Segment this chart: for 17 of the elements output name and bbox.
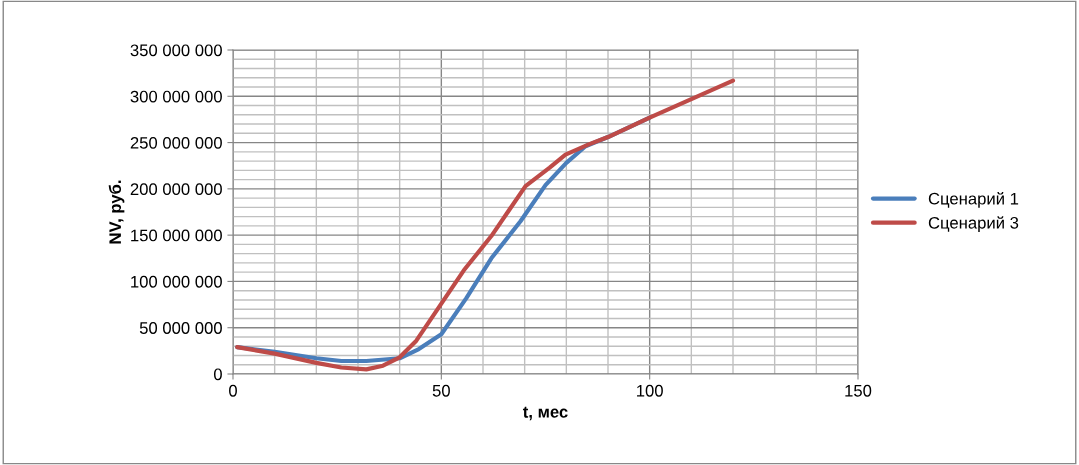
y-axis-title: NV, руб. [108, 180, 125, 244]
y-tick-label: 350 000 000 [130, 44, 222, 57]
legend-label: Сценарий 1 [928, 192, 1019, 208]
x-axis-title: t, мес [522, 406, 568, 421]
x-tick-label: 0 [229, 384, 237, 397]
x-tick-label: 50 [432, 384, 450, 397]
y-tick-label: 150 000 000 [131, 229, 222, 242]
x-tick-label: 150 [845, 384, 872, 397]
y-tick-label: 0 [213, 368, 222, 381]
y-tick-label: 100 000 000 [131, 275, 222, 288]
y-tick-label: 300 000 000 [130, 90, 222, 103]
x-tick-label: 100 [637, 384, 663, 397]
y-tick-label: 50 000 000 [139, 322, 222, 334]
legend-label: Сценарий 3 [928, 216, 1019, 232]
y-tick-label: 250 000 000 [130, 136, 222, 149]
y-tick-label: 200 000 000 [130, 183, 222, 196]
line-series [235, 78, 736, 372]
